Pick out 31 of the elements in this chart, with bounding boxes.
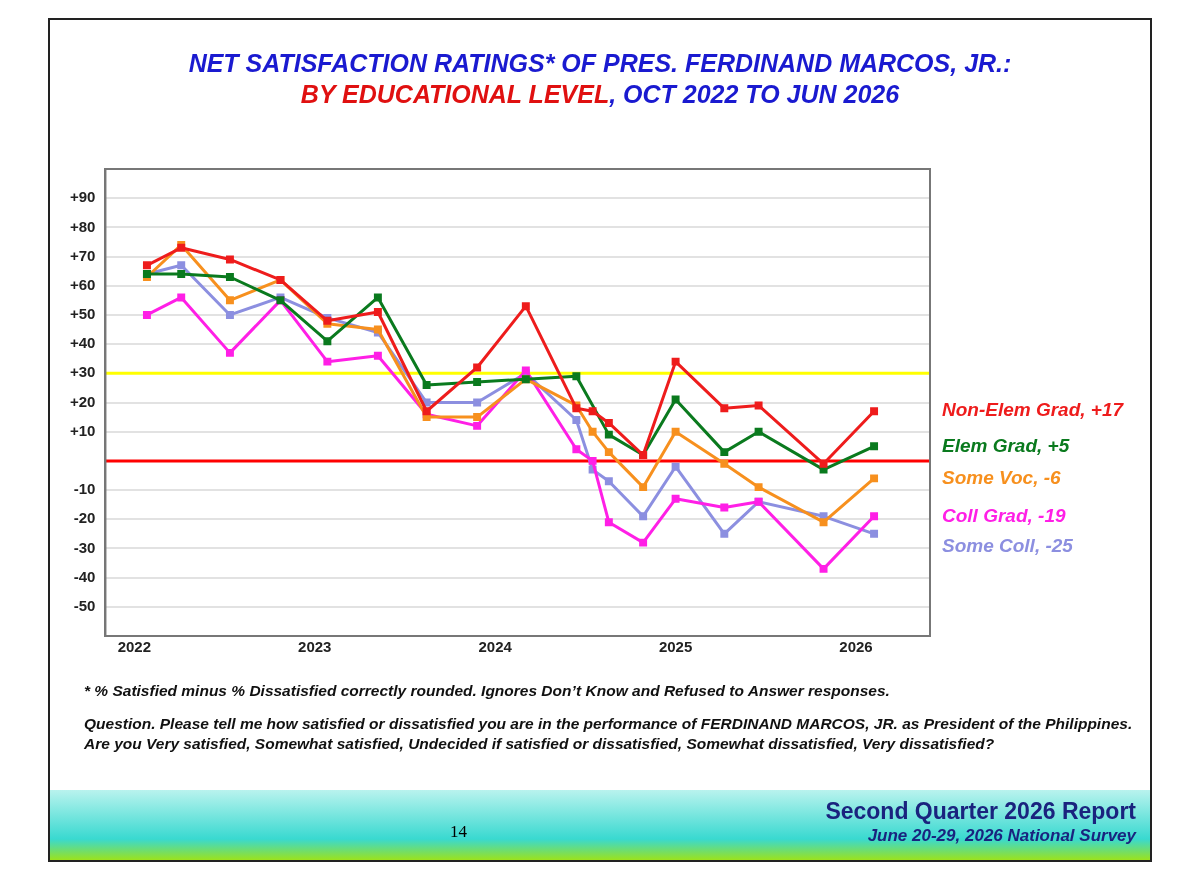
y-tick-label: -30 <box>73 538 96 556</box>
text: Coll Grad, -19 <box>942 504 1066 526</box>
text: Non-Elem Grad, +17 <box>942 399 1125 421</box>
y-tick-label: +50 <box>69 305 96 323</box>
y-tick-label: +70 <box>69 246 96 264</box>
text: * % Satisfied minus % Dissatisfied correctly rounded. Ignores Don’t Know and Refused to Answer responses. <box>84 682 891 700</box>
y-tick-label: -50 <box>73 596 96 614</box>
x-tick-label: 2023 <box>298 638 332 656</box>
text: Question. Please tell me how satisfied or dissatisfied you are in the performance of FERDINAND MARCOS, JR. as President of the Philippines. Are you Very satisfied, Somewhat satisfied, Undecided if satisfied or dissatisfied, Somewhat dissatisfied, Very dissatisfied? <box>84 714 1134 754</box>
x-tick-label: 2024 <box>478 638 513 656</box>
y-tick-label: +10 <box>69 421 96 439</box>
y-tick-label: +40 <box>69 334 96 352</box>
y-tick-label: -40 <box>73 567 96 585</box>
y-tick-label: +80 <box>69 217 96 235</box>
y-tick-label: +20 <box>69 392 96 410</box>
y-tick-label: -20 <box>73 509 96 527</box>
text: Elem Grad, +5 <box>942 434 1070 456</box>
x-tick-label: 2025 <box>658 638 693 656</box>
text: June 20-29, 2026 National Survey <box>867 826 1136 846</box>
text: Some Voc, -6 <box>942 466 1062 488</box>
x-tick-label: 2022 <box>117 638 151 656</box>
text: Second Quarter 2026 Report <box>825 798 1136 825</box>
y-tick-label: +30 <box>69 363 96 381</box>
chart-subtitle: BY EDUCATIONAL LEVEL, OCT 2022 TO JUN 2026 <box>299 79 901 110</box>
chart-title: NET SATISFACTION RATINGS* OF PRES. FERDINAND MARCOS, JR.: <box>187 48 1013 79</box>
y-tick-label: +90 <box>69 188 96 206</box>
x-tick-label: 2026 <box>839 638 873 656</box>
text: Some Coll, -25 <box>942 534 1074 556</box>
text: 14 <box>450 822 467 842</box>
y-tick-label: +60 <box>69 275 96 293</box>
y-tick-label: -10 <box>73 480 96 498</box>
